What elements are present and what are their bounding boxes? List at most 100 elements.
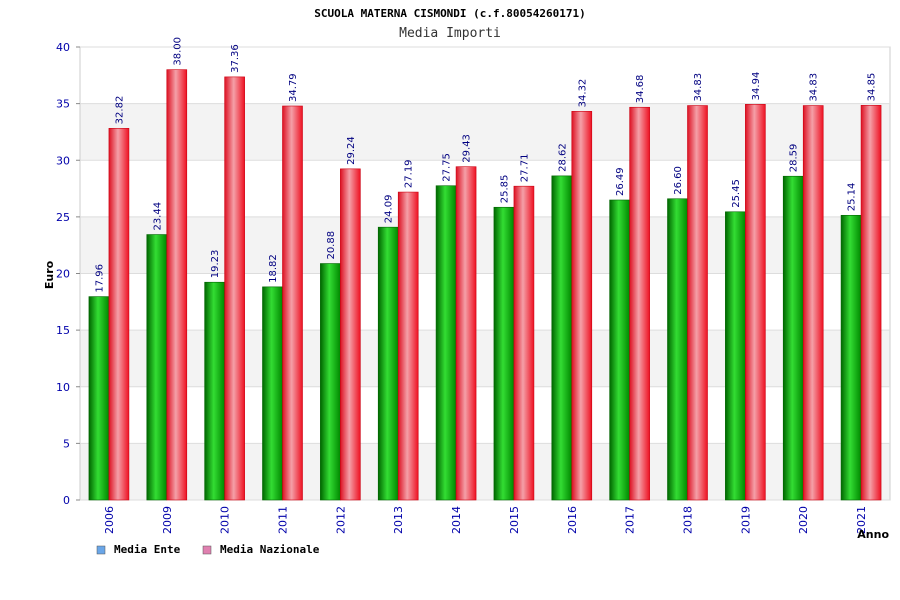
x-tick-label-2017: 2017: [624, 506, 637, 534]
plot-band: [80, 216, 890, 274]
bar-media-nazionale-2018: [687, 105, 708, 501]
data-label-media-nazionale-2009: 38.00: [172, 37, 183, 66]
x-tick-label-2006: 2006: [103, 506, 116, 534]
bar-media-nazionale-2016: [571, 111, 593, 501]
bar-media-nazionale-2013: [397, 191, 419, 501]
data-label-media-ente-2017: 26.49: [615, 167, 626, 196]
bar-media-ente-2011: [262, 286, 283, 501]
x-tick-label-2020: 2020: [797, 506, 810, 534]
y-tick-label: 10: [56, 381, 70, 394]
x-tick-label-2013: 2013: [392, 506, 405, 534]
data-label-media-nazionale-2013: 27.19: [404, 159, 415, 188]
bar-media-ente-2016: [551, 175, 573, 501]
x-tick-label-2015: 2015: [508, 506, 521, 534]
y-tick-label: 20: [56, 268, 70, 281]
y-tick-label: 5: [63, 437, 70, 450]
data-label-media-ente-2020: 28.59: [789, 144, 800, 173]
plot-band: [80, 103, 890, 161]
data-label-media-nazionale-2010: 37.36: [230, 44, 241, 73]
y-tick-label: 15: [56, 324, 70, 337]
data-label-media-ente-2012: 20.88: [326, 231, 337, 260]
data-label-media-ente-2010: 19.23: [210, 250, 221, 279]
bar-media-nazionale-2021: [860, 105, 882, 501]
data-label-media-nazionale-2017: 34.68: [635, 75, 646, 104]
bar-media-nazionale-2009: [166, 69, 188, 501]
x-axis-ticks: 2006 2009 2010 2011 2012 2013 2014 2015 2016 2017…: [103, 506, 868, 534]
bar-media-nazionale-2012: [340, 168, 361, 501]
data-label-media-nazionale-2012: 29.24: [346, 136, 357, 165]
x-tick-label-2009: 2009: [161, 506, 174, 534]
plot-band: [80, 386, 890, 444]
x-tick-label-2010: 2010: [219, 506, 232, 534]
data-label-media-nazionale-2014: 29.43: [462, 134, 473, 163]
plot-band: [80, 47, 890, 104]
data-label-media-nazionale-2006: 32.82: [114, 96, 125, 125]
y-tick-label: 40: [56, 41, 70, 54]
bar-media-ente-2021: [840, 214, 862, 501]
bar-media-nazionale-2006: [108, 128, 130, 501]
bar-media-ente-2018: [667, 198, 688, 501]
data-label-media-nazionale-2020: 34.83: [809, 73, 820, 102]
data-label-media-ente-2013: 24.09: [384, 195, 395, 224]
data-label-media-nazionale-2016: 34.32: [577, 79, 588, 108]
bar-media-nazionale-2019: [745, 104, 766, 501]
chart-subtitle: Media Importi: [399, 26, 501, 41]
bar-media-nazionale-2020: [802, 105, 824, 501]
x-tick-label-2011: 2011: [277, 506, 290, 534]
bars: [88, 69, 882, 501]
bar-media-nazionale-2015: [513, 185, 535, 501]
data-label-media-ente-2006: 17.96: [94, 264, 105, 293]
data-label-media-ente-2011: 18.82: [268, 254, 279, 283]
bar-media-ente-2009: [146, 234, 168, 501]
data-label-media-nazionale-2021: 34.85: [867, 73, 878, 102]
bar-media-ente-2014: [435, 185, 457, 501]
data-label-media-nazionale-2018: 34.83: [693, 73, 704, 102]
data-label-media-ente-2021: 25.14: [847, 183, 858, 212]
legend: Media Ente Media Nazionale: [96, 543, 320, 556]
bar-media-ente-2020: [782, 175, 804, 501]
plot-band: [80, 443, 890, 500]
plot-band: [80, 330, 890, 387]
y-axis-ticks: 0 5 10 15 20 25 30 35 40: [56, 41, 80, 507]
data-label-media-nazionale-2015: 27.71: [519, 154, 530, 183]
data-label-media-nazionale-2011: 34.79: [288, 73, 299, 102]
legend-swatch-media-nazionale: [202, 545, 212, 555]
x-tick-label-2016: 2016: [566, 506, 579, 534]
x-tick-label-2014: 2014: [450, 506, 463, 534]
bar-media-nazionale-2014: [455, 166, 477, 501]
bar-media-nazionale-2010: [224, 76, 245, 501]
bar-media-ente-2015: [493, 206, 515, 501]
y-tick-label: 25: [56, 211, 70, 224]
data-label-media-ente-2009: 23.44: [152, 202, 163, 231]
bar-media-ente-2006: [88, 296, 110, 501]
data-label-media-ente-2016: 28.62: [557, 143, 568, 172]
x-tick-label-2018: 2018: [682, 506, 695, 534]
bar-media-nazionale-2017: [629, 106, 650, 501]
bar-media-ente-2013: [377, 226, 399, 501]
bar-media-ente-2019: [725, 211, 746, 501]
x-tick-label-2021: 2021: [855, 506, 868, 534]
y-tick-label: 35: [56, 98, 70, 111]
x-tick-label-2019: 2019: [739, 506, 752, 534]
data-label-media-ente-2014: 27.75: [442, 153, 453, 182]
data-label-media-nazionale-2019: 34.94: [751, 72, 762, 101]
data-labels: 17.96 32.82 23.44 38.00 19.23 37.36 18.82 34.79…: [94, 37, 877, 293]
data-label-media-ente-2019: 25.45: [731, 179, 742, 208]
bar-media-ente-2012: [320, 263, 341, 501]
data-label-media-ente-2018: 26.60: [673, 166, 684, 195]
y-tick-label: 0: [63, 494, 70, 507]
y-tick-label: 30: [56, 154, 70, 167]
legend-label-media-ente: Media Ente: [114, 543, 181, 556]
legend-swatch-media-ente: [96, 545, 106, 555]
x-axis-label: Anno: [857, 528, 889, 541]
legend-label-media-nazionale: Media Nazionale: [220, 543, 320, 556]
bar-media-nazionale-2011: [282, 105, 303, 501]
y-axis-label: Euro: [43, 260, 56, 289]
x-tick-label-2012: 2012: [334, 506, 347, 534]
bar-media-ente-2017: [609, 199, 630, 501]
plot-band: [80, 273, 890, 331]
data-label-media-ente-2015: 25.85: [499, 175, 510, 204]
chart-title: SCUOLA MATERNA CISMONDI (c.f.80054260171…: [314, 7, 586, 20]
bar-media-ente-2010: [204, 281, 225, 501]
